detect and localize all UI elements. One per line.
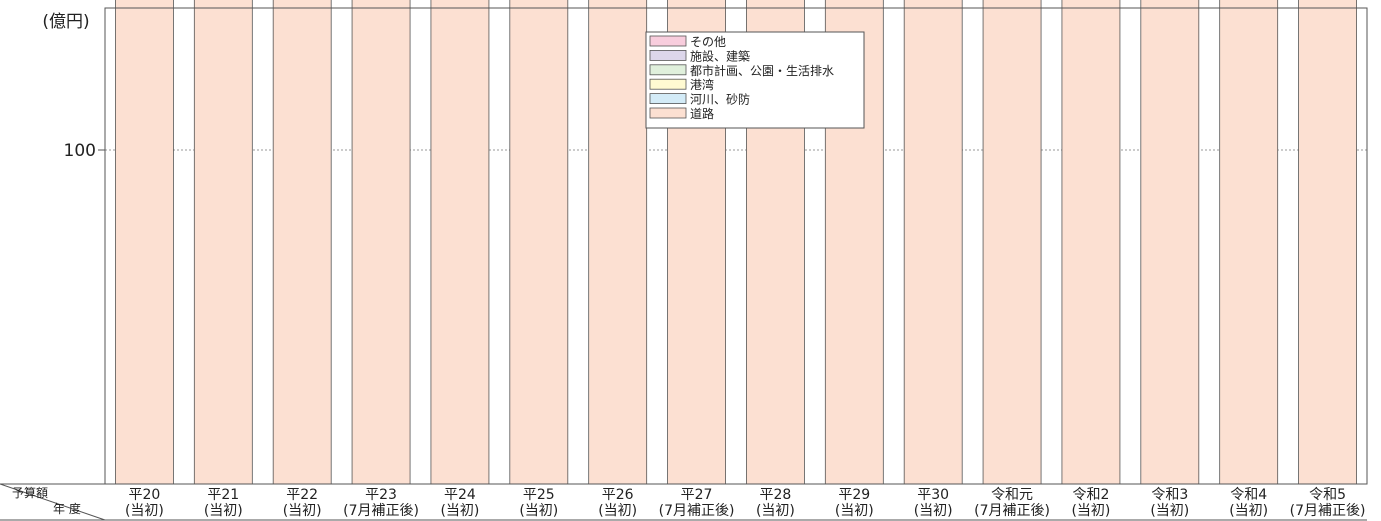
bar-segment: [1140, 0, 1200, 485]
bar-segment: [1298, 0, 1357, 485]
bar-segment: [982, 0, 1042, 485]
x-tick-label: 平29: [838, 487, 870, 503]
x-tick-label: 令和2: [1072, 487, 1109, 503]
x-tick-label: 平22: [286, 487, 318, 503]
x-tick-label: 令和元: [991, 487, 1033, 503]
legend-label: 港湾: [690, 77, 714, 92]
x-tick-label-sub: (当初): [1071, 502, 1110, 519]
legend-label: 道路: [690, 106, 714, 121]
bar-segment: [588, 0, 648, 485]
x-tick-label-sub: (当初): [204, 502, 243, 519]
corner-diagonal: [0, 483, 106, 521]
y-axis-unit-label: (億円): [42, 12, 89, 32]
x-tick-label-sub: (7月補正後): [343, 503, 419, 519]
bar-segment: [351, 0, 411, 485]
legend-label: その他: [690, 35, 726, 49]
x-tick-label-sub: (当初): [519, 502, 558, 519]
bar-segment: [193, 0, 253, 485]
y-tick-label: 100: [64, 141, 96, 161]
bar-segment: [1061, 0, 1121, 485]
legend-swatch: [649, 35, 687, 47]
x-tick-label-sub: (当初): [125, 502, 164, 519]
corner-label-budget: 予算額: [12, 485, 48, 500]
x-tick-label: 平23: [365, 487, 397, 503]
x-tick-label: 平27: [681, 487, 713, 503]
x-tick-label: 令和4: [1230, 487, 1267, 503]
x-tick-label-sub: (7月補正後): [974, 503, 1050, 519]
legend-swatch: [649, 64, 687, 76]
legend-label: 施設、建築: [690, 48, 750, 63]
x-tick-label: 平26: [602, 487, 634, 503]
x-tick-label-sub: (当初): [914, 502, 953, 519]
x-tick-label-sub: (当初): [1229, 502, 1268, 519]
legend-label: 都市計画、公園・生活排水: [690, 63, 834, 78]
x-tick-label-sub: (当初): [440, 502, 479, 519]
legend-swatch: [649, 93, 687, 104]
bar-segment: [509, 0, 569, 485]
bar-segment: [903, 0, 963, 485]
x-tick-label: 令和3: [1151, 487, 1188, 503]
bar-segment: [430, 0, 490, 485]
x-tick-label: 平21: [207, 487, 239, 503]
x-tick-label-sub: (当初): [598, 502, 637, 519]
x-tick-label-sub: (当初): [283, 502, 322, 519]
x-tick-label: 平25: [523, 487, 555, 503]
x-tick-label: 平30: [917, 487, 949, 503]
corner-label-year: 年 度: [53, 501, 81, 516]
legend-swatch: [649, 78, 687, 90]
x-tick-label-sub: (7月補正後): [1290, 503, 1366, 519]
x-tick-label-sub: (7月補正後): [659, 503, 735, 519]
bar-segment: [272, 0, 332, 485]
x-tick-label-sub: (当初): [756, 502, 795, 519]
x-tick-label: 令和5: [1309, 487, 1346, 503]
x-tick-label: 平28: [760, 487, 792, 503]
x-tick-label-sub: (当初): [835, 502, 874, 519]
x-tick-label-sub: (当初): [1150, 502, 1189, 519]
bar-segment: [115, 0, 174, 485]
x-tick-label: 平20: [129, 487, 161, 503]
x-tick-label: 平24: [444, 487, 476, 503]
legend-swatch: [649, 50, 687, 61]
bar-segment: [1219, 0, 1279, 485]
legend-swatch: [649, 107, 687, 119]
legend-label: 河川、砂防: [690, 92, 750, 107]
